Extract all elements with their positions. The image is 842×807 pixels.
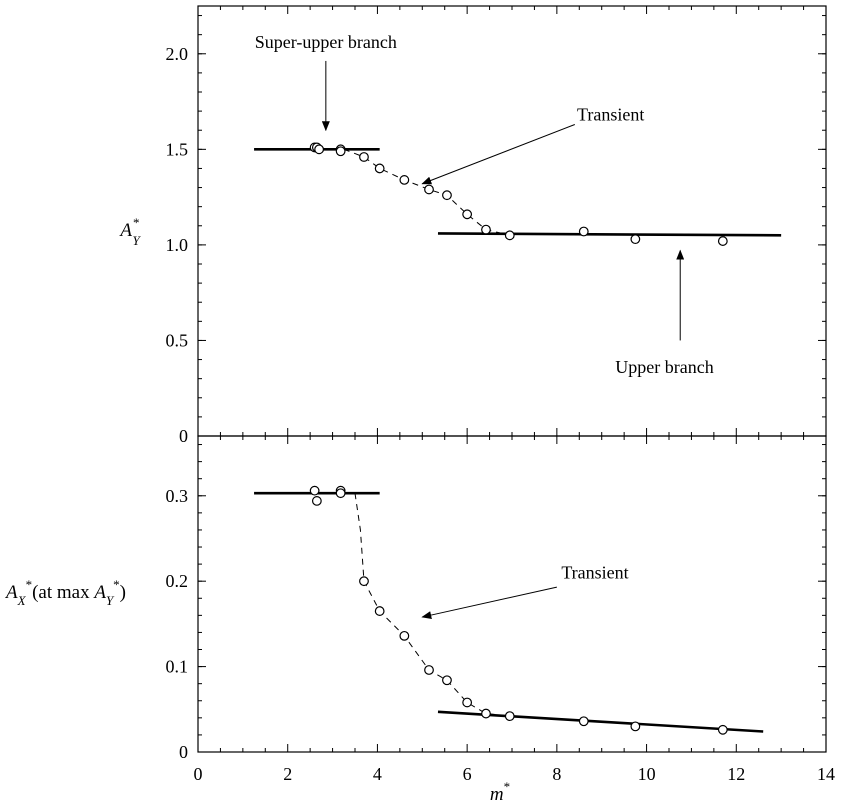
bottom-data-point [462,697,473,708]
bottom-dashed-curve [354,493,510,717]
bottom-data-point [424,665,434,675]
bottom-xtick-label: 0 [194,764,203,784]
bottom-ytick-label: 0.3 [166,486,189,506]
bottom-xtick-label: 4 [373,764,382,784]
ylabel-sub-y: Y [106,593,115,608]
bottom-ytick-label: 0.1 [166,657,189,677]
xlabel-sup: * [504,779,511,794]
bottom-ytick-label: 0 [179,742,188,762]
bottom-ytick-label: 0.2 [166,571,189,591]
ylabel-sup-y: * [113,577,120,592]
top-plot-frame [197,5,827,437]
top-ytick-label: 1.0 [166,235,189,255]
bottom-data-point [717,724,728,735]
top-data-point [399,175,410,185]
bottom-xtick-label: 8 [552,764,561,784]
ylabel-symbol-y: A [92,582,106,603]
top-ytick-label: 0.5 [166,330,189,350]
bottom-data-point [442,675,452,686]
top-data-point [335,146,346,157]
bottom-xtick-label: 14 [817,764,835,784]
ylabel-symbol-x: A [4,582,18,603]
top-data-point [314,144,325,155]
bottom-data-point [359,576,369,587]
top-data-point [504,230,515,241]
bottom-xtick-label: 12 [727,764,745,784]
top-annotation-label: Transient [577,105,644,125]
bottom-data-point [481,708,491,719]
top-annotation-label: Super-upper branch [255,32,397,52]
top-annotation-label: Upper branch [615,357,713,377]
bottom-plot-frame [197,435,827,753]
bottom-xtick-label: 2 [283,764,292,784]
top-data-point [442,190,452,201]
bottom-data-point [335,488,346,499]
top-fit-line [437,232,782,237]
bottom-data-point [399,630,410,641]
top-dashed-curve [343,148,510,236]
bottom-data-point [311,496,322,506]
bottom-annotation-label: Transient [561,563,628,583]
ylabel-symbol: A [118,220,132,241]
top-data-point [462,209,473,220]
ylabel-end-text: ) [120,582,126,603]
top-data-point [630,234,641,245]
ylabel-sup-x: * [26,577,33,592]
bottom-data-point [309,485,320,496]
top-data-point [424,184,434,195]
top-ytick-label: 2.0 [166,44,189,64]
top-ylabel: A* Y [118,215,141,248]
bottom-fit-line [437,710,764,733]
ylabel-mid-text: (at max [32,582,94,603]
top-data-point [717,236,728,246]
bottom-data-point [374,606,385,616]
bottom-data-point [578,716,589,727]
xlabel-symbol: m [490,784,504,805]
top-data-point [481,224,491,235]
top-ytick-label: 0 [179,426,188,446]
bottom-xtick-label: 10 [638,764,656,784]
bottom-data-point [504,711,515,722]
top-ytick-label: 1.5 [166,139,189,159]
bottom-annotation-arrow [421,586,557,620]
ylabel-sub: Y [132,233,141,248]
bottom-xtick-label: 6 [463,764,472,784]
ylabel-sup: * [133,215,140,230]
ylabel-sub-x: X [17,593,27,608]
top-data-point [374,163,385,174]
bottom-ylabel: AX*(at max AY*) [4,577,126,608]
bottom-data-point [630,721,641,732]
top-data-point [578,226,589,237]
xlabel: m* [490,779,510,805]
top-annotation-arrow [421,124,575,185]
top-data-point [359,152,369,162]
